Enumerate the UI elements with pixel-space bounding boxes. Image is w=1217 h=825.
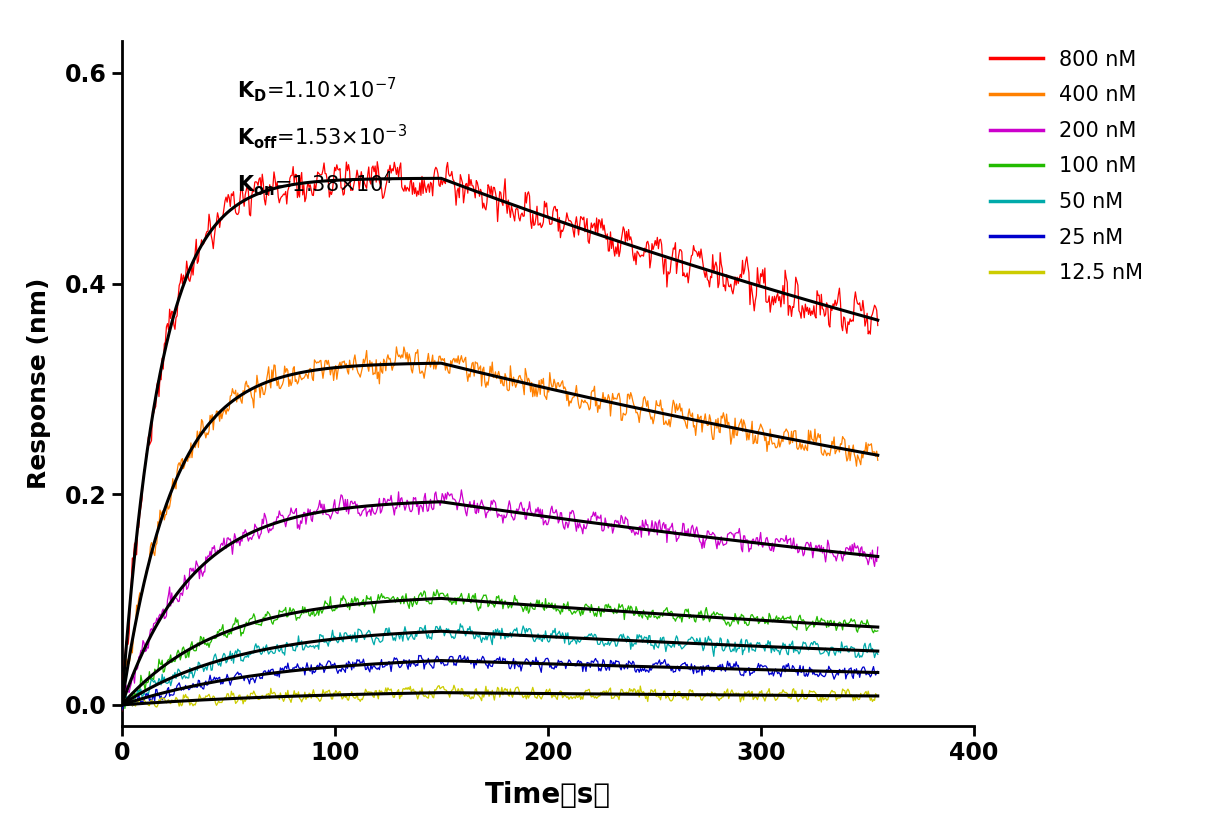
400 nM (786, 427, 801, 436)
12.5 nM (150, 702, 164, 712)
100 nM (114, 700, 129, 710)
400 nM (579, 398, 594, 408)
50 nM (453, 619, 467, 629)
50 nM (364, 631, 378, 641)
100 nM (787, 622, 802, 632)
100 nM (118, 704, 133, 714)
12.5 nM (581, 685, 595, 695)
50 nM (646, 640, 661, 650)
Line: 50 nM: 50 nM (122, 624, 877, 705)
200 nM (645, 516, 660, 526)
12.5 nM (545, 691, 560, 700)
25 nM (579, 658, 594, 667)
12.5 nM (787, 689, 802, 699)
800 nM (870, 321, 885, 331)
12.5 nM (870, 691, 885, 700)
100 nM (364, 592, 378, 601)
25 nM (500, 656, 515, 666)
Legend: 800 nM, 400 nM, 200 nM, 100 nM, 50 nM, 25 nM, 12.5 nM: 800 nM, 400 nM, 200 nM, 100 nM, 50 nM, 2… (982, 41, 1151, 292)
12.5 nM (501, 691, 516, 700)
100 nM (501, 603, 516, 613)
50 nM (545, 625, 560, 635)
25 nM (645, 663, 660, 673)
12.5 nM (646, 687, 661, 697)
200 nM (500, 508, 515, 518)
400 nM (500, 384, 515, 394)
25 nM (786, 662, 801, 672)
50 nM (114, 700, 129, 710)
50 nM (581, 631, 595, 641)
200 nM (454, 485, 469, 495)
25 nM (363, 667, 377, 676)
800 nM (114, 706, 129, 716)
100 nM (581, 601, 595, 611)
Line: 25 nM: 25 nM (122, 655, 877, 710)
800 nM (645, 238, 660, 248)
200 nM (363, 505, 377, 515)
200 nM (114, 705, 129, 714)
400 nM (389, 342, 404, 351)
Line: 100 nM: 100 nM (122, 590, 877, 709)
Line: 800 nM: 800 nM (122, 162, 877, 711)
800 nM (579, 214, 594, 224)
400 nM (645, 412, 660, 422)
50 nM (787, 644, 802, 653)
50 nM (870, 649, 885, 659)
400 nM (363, 356, 377, 365)
200 nM (579, 520, 594, 530)
Line: 12.5 nM: 12.5 nM (122, 686, 877, 707)
25 nM (114, 705, 129, 715)
Line: 200 nM: 200 nM (122, 490, 877, 710)
50 nM (127, 700, 141, 710)
12.5 nM (114, 700, 129, 710)
800 nM (370, 157, 385, 167)
100 nM (545, 603, 560, 613)
100 nM (430, 585, 444, 595)
100 nM (870, 626, 885, 636)
25 nM (544, 663, 559, 673)
50 nM (501, 632, 516, 642)
800 nM (544, 219, 559, 229)
800 nM (500, 209, 515, 219)
Line: 400 nM: 400 nM (122, 346, 877, 705)
400 nM (544, 382, 559, 392)
12.5 nM (364, 687, 378, 697)
200 nM (786, 533, 801, 543)
25 nM (411, 650, 426, 660)
200 nM (544, 502, 559, 512)
X-axis label: Time（s）: Time（s） (484, 781, 611, 809)
800 nM (363, 177, 377, 186)
25 nM (870, 667, 885, 676)
Text: $\mathbf{K_D}$=1.10×10$^{-7}$
$\mathbf{K_{off}}$=1.53×10$^{-3}$
$\mathbf{K_{on}}: $\mathbf{K_D}$=1.10×10$^{-7}$ $\mathbf{K… (236, 76, 406, 198)
200 nM (870, 542, 885, 552)
100 nM (646, 606, 661, 615)
Y-axis label: Response (nm): Response (nm) (27, 278, 51, 489)
800 nM (786, 303, 801, 313)
400 nM (870, 455, 885, 465)
400 nM (114, 700, 129, 710)
12.5 nM (447, 681, 461, 691)
